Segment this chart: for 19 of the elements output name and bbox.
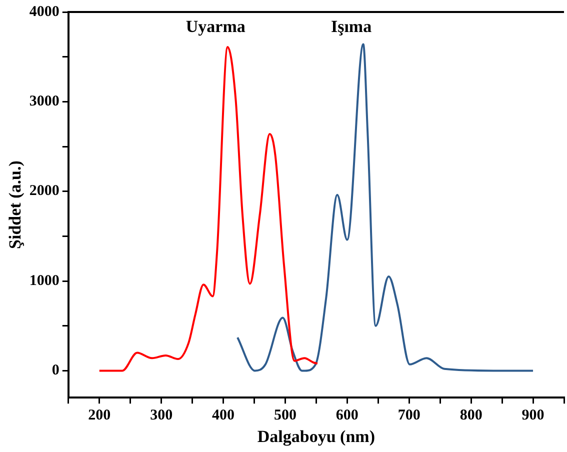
x-tick-label: 500 (274, 407, 296, 424)
y-tick-label: 1000 (29, 272, 60, 289)
x-tick-label: 200 (88, 407, 111, 424)
x-tick-label: 700 (398, 407, 420, 424)
series-label: Uyarma (186, 16, 246, 36)
y-tick-label: 3000 (29, 94, 60, 110)
y-tick-label: 2000 (29, 183, 60, 200)
x-tick-label: 400 (212, 407, 235, 424)
line-series (98, 46, 318, 372)
line-series (236, 43, 534, 372)
series-label: Işıma (330, 16, 372, 36)
x-tick-label: 300 (150, 407, 173, 424)
x-tick-label: 900 (522, 407, 544, 424)
x-tick-label: 600 (336, 407, 358, 424)
x-axis-title: Dalgaboyu (nm) (257, 427, 376, 446)
y-axis-title: Şiddet (a.u.) (6, 160, 25, 249)
y-tick-label: 0 (52, 362, 60, 379)
x-tick-label: 800 (460, 407, 482, 424)
y-tick-label: 4000 (29, 4, 60, 20)
